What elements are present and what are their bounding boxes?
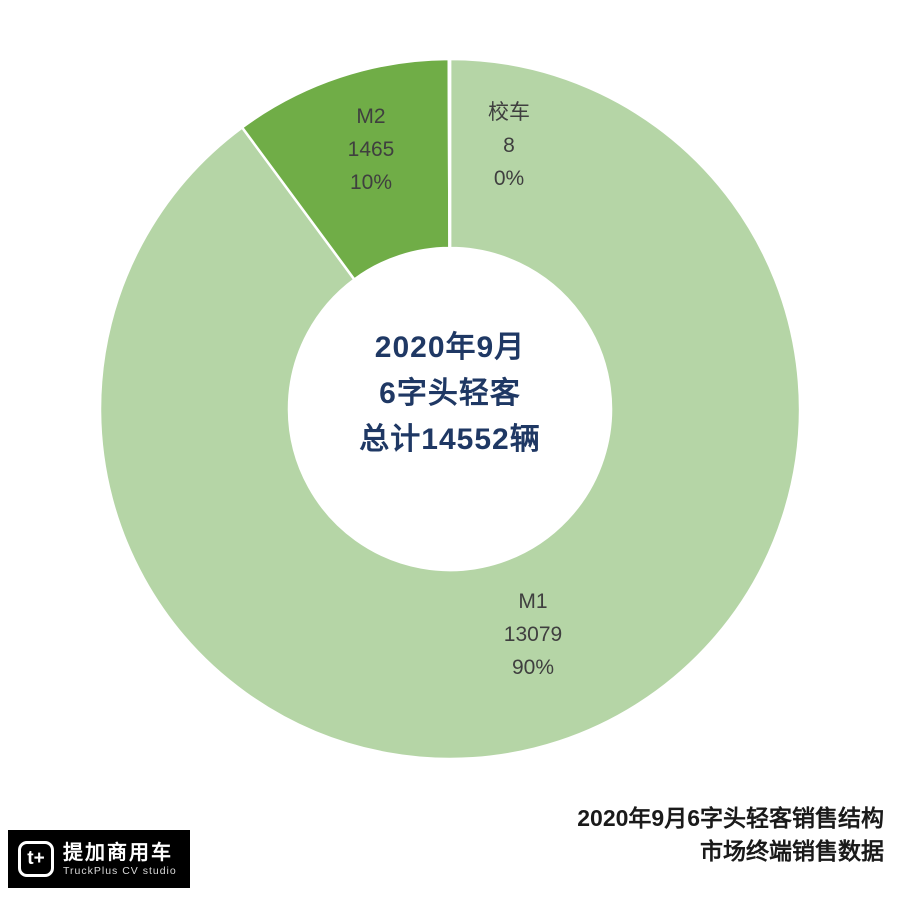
donut-slice-M1: [98, 57, 802, 761]
slice-label-m1: M1 13079 90%: [504, 585, 562, 684]
center-label-line3: 总计14552辆: [359, 423, 541, 456]
slice-label-m1-value: 13079: [503, 623, 563, 646]
truckplus-logo-name: 提加商用车: [63, 841, 173, 864]
slice-label-m1-pct: 90%: [511, 656, 555, 679]
slice-label-m1-name: M1: [518, 590, 548, 613]
center-label-line1: 2020年9月: [374, 331, 526, 364]
slice-label-m2: M2 1465 10%: [348, 100, 395, 199]
slice-label-xiaoche: 校车 8 0%: [488, 96, 530, 195]
chart-title-line1: 2020年9月6字头轻客销售结构: [577, 805, 884, 831]
truckplus-logo-icon: t+: [18, 841, 54, 877]
donut-slice-M2: [240, 57, 451, 282]
chart-title: 2020年9月6字头轻客销售结构 市场终端销售数据: [577, 802, 884, 868]
slice-label-xiaoche-value: 8: [503, 134, 515, 157]
slice-label-m2-value: 1465: [347, 138, 395, 161]
chart-title-line2: 市场终端销售数据: [700, 838, 884, 864]
slice-label-xiaoche-name: 校车: [488, 101, 530, 124]
slice-label-m2-name: M2: [356, 105, 386, 128]
slice-label-xiaoche-pct: 0%: [493, 167, 525, 190]
truckplus-logo-subtitle: TruckPlus CV studio: [63, 864, 177, 877]
truckplus-logo-texts: 提加商用车 TruckPlus CV studio: [63, 841, 177, 878]
truckplus-logo: t+ 提加商用车 TruckPlus CV studio: [8, 830, 190, 888]
donut-center-label: 2020年9月 6字头轻客 总计14552辆: [359, 325, 540, 463]
center-label-line2: 6字头轻客: [379, 377, 521, 410]
slice-label-m2-pct: 10%: [349, 171, 393, 194]
donut-slice-校车: [447, 57, 452, 250]
